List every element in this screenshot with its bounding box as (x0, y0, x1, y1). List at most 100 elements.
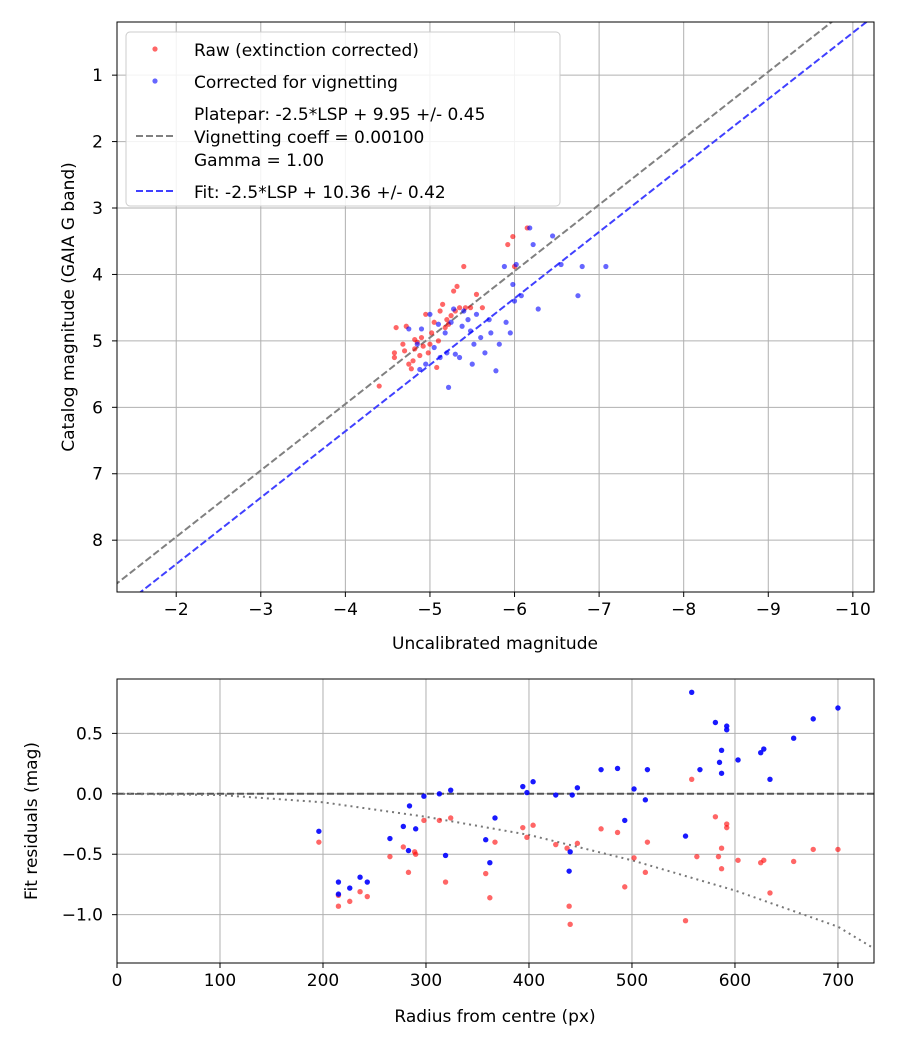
top-y-tick-label: 2 (92, 133, 103, 153)
data-point (493, 368, 499, 374)
data-point (575, 293, 581, 299)
fit-line (117, 22, 834, 585)
bottom-x-tick-label: 100 (204, 971, 236, 991)
top-points (376, 225, 609, 390)
residual-point (436, 791, 443, 797)
residual-point (364, 893, 370, 900)
data-point (488, 330, 494, 336)
residual-point (642, 869, 649, 876)
data-point (444, 350, 450, 356)
data-point (408, 366, 414, 372)
data-point (510, 281, 516, 288)
residual-point (483, 870, 489, 877)
residual-point (492, 839, 498, 845)
data-point (412, 346, 418, 352)
data-point (549, 233, 556, 239)
data-point (414, 341, 420, 347)
residual-point (487, 859, 493, 866)
data-point (400, 341, 406, 347)
residual-point (335, 879, 342, 885)
residual-point (421, 793, 427, 799)
bottom-reference-lines (117, 792, 874, 950)
data-point (451, 288, 457, 294)
bottom-y-tick-label: −0.5 (62, 845, 103, 865)
top-y-ticks: 1 2 3 4 5 6 7 8 (92, 66, 117, 551)
data-point (505, 241, 511, 248)
bottom-x-tick-label: 500 (616, 971, 648, 991)
residual-point (412, 851, 419, 857)
residual-point (724, 824, 730, 831)
residual-point (810, 846, 816, 853)
residual-point (835, 705, 841, 711)
residual-point (614, 765, 621, 772)
residual-point (810, 716, 816, 722)
data-point (420, 343, 426, 349)
top-y-tick-label: 8 (92, 531, 103, 551)
residual-point (436, 817, 443, 824)
data-point (496, 341, 502, 347)
data-point (418, 326, 425, 332)
legend-label: Platepar: -2.5*LSP + 9.95 +/- 0.45 (194, 105, 485, 125)
top-y-tick-label: 5 (92, 332, 103, 352)
top-y-tick-label: 4 (92, 265, 103, 285)
top-x-tick-label: −4 (333, 600, 358, 620)
data-point (471, 341, 477, 347)
residual-point (442, 852, 449, 859)
bottom-x-tick-label: 400 (513, 971, 545, 991)
residual-point (682, 918, 689, 924)
residual-point (767, 776, 773, 783)
residual-point (735, 757, 741, 763)
residual-point (447, 815, 454, 821)
residual-point (642, 797, 649, 803)
data-point (461, 308, 467, 314)
legend-label: Corrected for vignetting (194, 73, 398, 93)
data-point (510, 233, 516, 240)
magnitude-calibration-plot: −2 −3 −4 −5 −6 −7 −8 −9 −10 1 2 3 4 5 6 7 8 Uncalibrate… (59, 21, 875, 654)
data-point (435, 338, 442, 344)
residuals-plot: 0 100 200 300 400 500 600 700 0.5 0.0 −0.5 −1.0 Ra… (22, 678, 875, 1027)
residual-point (689, 689, 695, 695)
residual-point (442, 879, 449, 885)
data-point (454, 283, 460, 290)
legend-label: Vignetting coeff = 0.00100 (194, 128, 424, 148)
residual-point (574, 840, 581, 847)
residual-point (598, 766, 604, 773)
residual-point (569, 792, 575, 798)
residual-point (644, 766, 651, 773)
data-point (448, 313, 454, 319)
residual-point (530, 779, 536, 785)
residual-point (566, 868, 572, 874)
data-point (503, 319, 509, 325)
residual-point (357, 888, 363, 895)
bottom-x-tick-label: 0 (112, 971, 123, 991)
bottom-y-tick-label: 0.5 (76, 724, 103, 744)
residual-point (697, 766, 703, 773)
legend-marker (152, 78, 158, 84)
residual-point (790, 858, 797, 865)
residual-point (622, 884, 628, 890)
top-x-tick-label: −9 (756, 600, 781, 620)
top-fit-lines (117, 22, 869, 592)
bottom-x-ticks: 0 100 200 300 400 500 600 700 (112, 963, 854, 991)
residual-point (718, 770, 725, 776)
residual-point (631, 786, 637, 792)
data-point (530, 241, 536, 248)
bottom-x-tick-label: 700 (822, 971, 854, 991)
bottom-x-tick-label: 200 (307, 971, 339, 991)
residual-point (718, 866, 725, 872)
fit-line (139, 22, 869, 592)
residual-point (718, 747, 725, 754)
data-point (435, 321, 442, 327)
residual-point (631, 855, 637, 861)
data-point (469, 361, 475, 367)
data-point (479, 305, 485, 311)
top-y-tick-label: 3 (92, 199, 103, 219)
data-point (473, 291, 480, 297)
residual-point (405, 847, 412, 854)
data-point (451, 306, 457, 312)
top-y-tick-label: 6 (92, 398, 103, 418)
data-point (376, 383, 382, 389)
residual-point (406, 803, 413, 809)
data-point (425, 350, 431, 356)
